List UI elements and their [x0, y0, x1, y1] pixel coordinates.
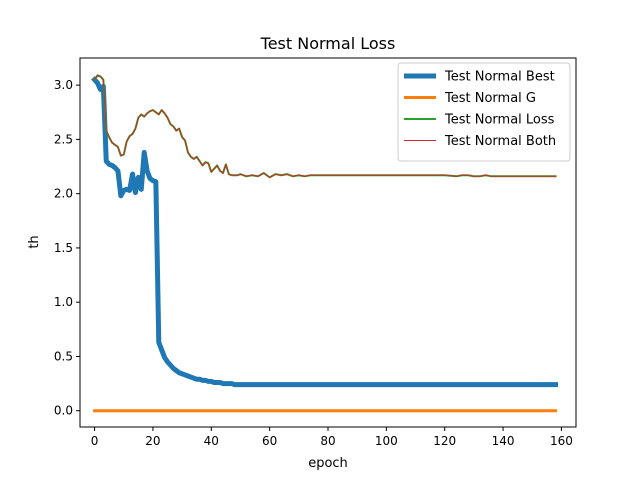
y-tick-label: 1.0 — [54, 295, 73, 309]
x-tick-label: 60 — [262, 434, 277, 448]
series-line-test-normal-both — [93, 74, 557, 178]
x-tick-label: 20 — [145, 434, 160, 448]
legend-label-test-normal-g: Test Normal G — [444, 91, 536, 106]
x-axis-label: epoch — [308, 456, 348, 471]
chart-title: Test Normal Loss — [260, 34, 396, 53]
y-axis-label: th — [27, 235, 42, 248]
x-tick-label: 0 — [91, 434, 99, 448]
y-tick-label: 3.0 — [54, 78, 73, 92]
y-tick-label: 0.0 — [54, 404, 73, 418]
ticks-layer: 0 20 40 60 80 100 120 140 160 0.0 0.5 1.0 1.5 2.0 2.5 3… — [54, 78, 573, 448]
series-line-test-normal-best — [91, 76, 559, 388]
legend-label-test-normal-best: Test Normal Best — [444, 70, 555, 85]
x-tick-label: 40 — [204, 434, 219, 448]
series-layer — [91, 74, 559, 413]
x-tick-label: 80 — [320, 434, 335, 448]
legend-label-test-normal-loss: Test Normal Loss — [444, 113, 555, 128]
y-tick-label: 2.5 — [54, 132, 73, 146]
x-tick-label: 140 — [492, 434, 515, 448]
legend: Test Normal Best Test Normal G Test Normal… — [397, 62, 571, 162]
y-tick-label: 0.5 — [54, 349, 73, 363]
y-tick-label: 1.5 — [54, 241, 73, 255]
x-tick-label: 120 — [433, 434, 456, 448]
plot-frame — [79, 57, 577, 428]
legend-frame — [397, 62, 571, 162]
y-tick-label: 2.0 — [54, 187, 73, 201]
x-tick-label: 100 — [375, 434, 398, 448]
legend-label-test-normal-both: Test Normal Both — [444, 134, 556, 149]
x-tick-label: 160 — [550, 434, 573, 448]
